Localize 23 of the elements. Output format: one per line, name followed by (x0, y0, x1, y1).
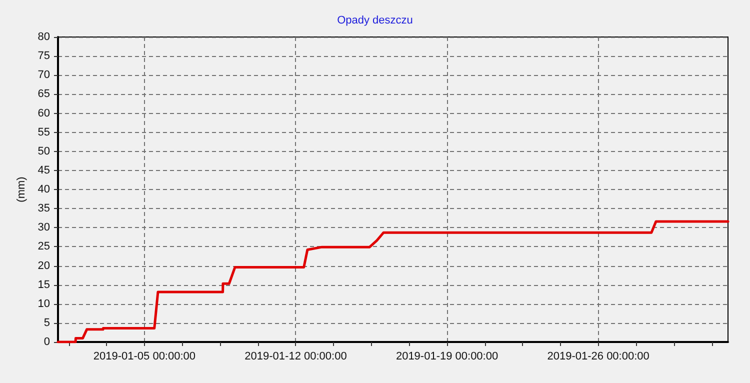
y-tick-label: 25 (38, 240, 50, 253)
y-tick-label: 10 (38, 298, 50, 310)
chart-title: Opady deszczu (337, 14, 413, 26)
y-tick-label: 5 (44, 316, 50, 329)
y-tick-label: 55 (38, 126, 50, 138)
x-tick-label: 2019-01-19 00:00:00 (396, 350, 498, 362)
x-tick-label: 2019-01-05 00:00:00 (93, 350, 196, 362)
y-tick-label: 45 (38, 164, 50, 176)
y-tick-label: 80 (38, 31, 50, 43)
y-tick-label: 65 (38, 88, 50, 100)
y-tick-label: 70 (38, 69, 50, 82)
y-tick-label: 75 (38, 50, 50, 62)
x-tick-label: 2019-01-12 00:00:00 (244, 350, 347, 362)
y-tick-label: 30 (38, 222, 50, 234)
y-tick-label: 0 (44, 336, 50, 348)
y-tick-label: 60 (38, 107, 50, 120)
y-tick-label: 50 (38, 145, 50, 158)
y-tick-label: 15 (38, 278, 50, 291)
y-tick-label: 40 (38, 184, 50, 196)
y-tick-label: 35 (38, 202, 50, 215)
y-axis-title: (mm) (15, 176, 28, 202)
y-tick-label: 20 (38, 260, 50, 272)
x-tick-label: 2019-01-26 00:00:00 (547, 350, 650, 362)
